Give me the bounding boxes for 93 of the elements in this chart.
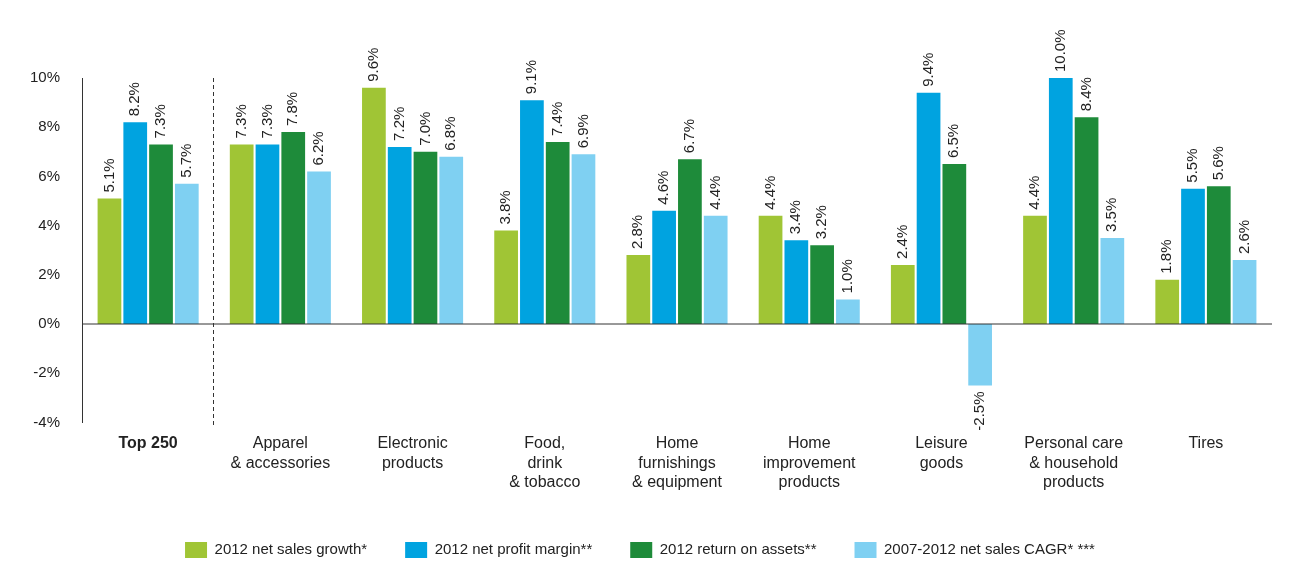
x-tick-label: Home furnishings & equipment	[632, 434, 723, 490]
data-label: 5.6%	[1208, 146, 1226, 181]
bar	[1023, 215, 1047, 324]
y-tick-label: -2%	[33, 363, 61, 381]
data-label: 2.4%	[892, 224, 910, 259]
data-label: 2.8%	[628, 214, 646, 250]
bar	[174, 183, 199, 324]
x-tick-label: Home improvement products	[762, 434, 857, 490]
data-label: 6.2%	[309, 131, 327, 166]
data-label: 4.6%	[654, 170, 672, 205]
bar	[229, 144, 254, 324]
y-tick-label: -4%	[33, 412, 61, 430]
bar	[626, 255, 651, 324]
y-tick-label: 2%	[38, 264, 61, 282]
bar	[255, 144, 280, 324]
bar	[571, 154, 596, 324]
bar	[413, 151, 438, 324]
y-tick-label: 4%	[38, 215, 61, 233]
data-label: 5.7%	[176, 143, 194, 178]
x-tick-label: Personal care & household products	[1024, 434, 1124, 490]
data-label: 1.8%	[1157, 239, 1175, 274]
bar	[1074, 117, 1099, 324]
legend-label: 2012 return on assets**	[659, 540, 817, 558]
y-tick-label: 10%	[29, 68, 61, 86]
data-label: 3.2%	[812, 205, 830, 240]
x-tick-label: Tires	[1188, 434, 1224, 452]
data-label: 6.5%	[944, 123, 962, 159]
data-label: 8.2%	[125, 82, 143, 117]
data-label: 3.8%	[496, 190, 514, 225]
data-label: 2.6%	[1234, 219, 1252, 255]
bar	[942, 164, 967, 324]
data-label: 7.3%	[257, 104, 275, 139]
bar	[1048, 78, 1073, 324]
bar	[836, 299, 860, 324]
bar	[652, 210, 676, 324]
x-tick-label: Leisure goods	[915, 434, 968, 471]
bar	[494, 230, 518, 324]
data-label: 6.8%	[441, 116, 459, 151]
x-tick-label: Top 250	[118, 434, 178, 452]
data-label: 9.1%	[522, 59, 540, 95]
data-label: 7.0%	[415, 111, 433, 146]
bar	[439, 156, 464, 324]
bar	[810, 245, 834, 324]
bar	[123, 122, 148, 324]
bar	[916, 92, 941, 324]
bar	[1181, 188, 1205, 324]
legend-label: 2007-2012 net sales CAGR* ***	[884, 540, 1096, 558]
data-label: 5.1%	[99, 158, 117, 193]
bar	[281, 132, 306, 324]
data-label: 9.6%	[364, 47, 382, 82]
x-tick-label: Electronic products	[377, 434, 448, 471]
bar	[703, 215, 728, 324]
data-label: 5.5%	[1183, 148, 1201, 183]
bar	[890, 264, 915, 324]
bar	[387, 146, 412, 324]
bar	[678, 159, 702, 324]
data-label: 6.9%	[573, 114, 591, 149]
y-tick-label: 6%	[38, 166, 61, 184]
bar	[758, 215, 783, 324]
bar	[520, 100, 544, 324]
data-label: 4.4%	[705, 175, 723, 210]
bar	[149, 144, 173, 324]
bar	[97, 198, 122, 324]
data-label: 4.4%	[1025, 175, 1043, 210]
bar	[362, 87, 386, 324]
data-label: 1.0%	[838, 259, 856, 294]
legend-label: 2012 net profit margin**	[434, 540, 593, 558]
bar	[307, 171, 331, 324]
data-label: 7.2%	[389, 106, 407, 141]
data-label: 7.3%	[151, 104, 169, 139]
y-tick-label: 0%	[38, 314, 61, 332]
data-label: 10.0%	[1050, 29, 1068, 72]
x-tick-label: Food, drink & tobacco	[509, 434, 581, 490]
data-label: 7.4%	[547, 101, 565, 136]
bar	[784, 240, 809, 324]
data-label: 7.3%	[231, 104, 249, 139]
bar	[545, 141, 570, 324]
x-tick-label: Apparel & accessories	[230, 434, 331, 471]
data-label: 3.4%	[786, 200, 804, 235]
data-label: -2.5%	[970, 391, 988, 431]
data-label: 9.4%	[918, 52, 936, 87]
bar	[1206, 186, 1231, 324]
data-label: 7.8%	[283, 91, 301, 127]
y-tick-label: 8%	[38, 117, 61, 135]
legend-label: 2012 net sales growth*	[214, 540, 368, 558]
data-label: 4.4%	[760, 175, 778, 210]
bar	[1232, 260, 1257, 324]
bar	[1155, 279, 1180, 324]
bar	[968, 324, 992, 386]
data-label: 3.5%	[1102, 197, 1120, 232]
data-label: 6.7%	[680, 118, 698, 154]
bar	[1100, 237, 1125, 324]
data-label: 8.4%	[1076, 77, 1094, 112]
